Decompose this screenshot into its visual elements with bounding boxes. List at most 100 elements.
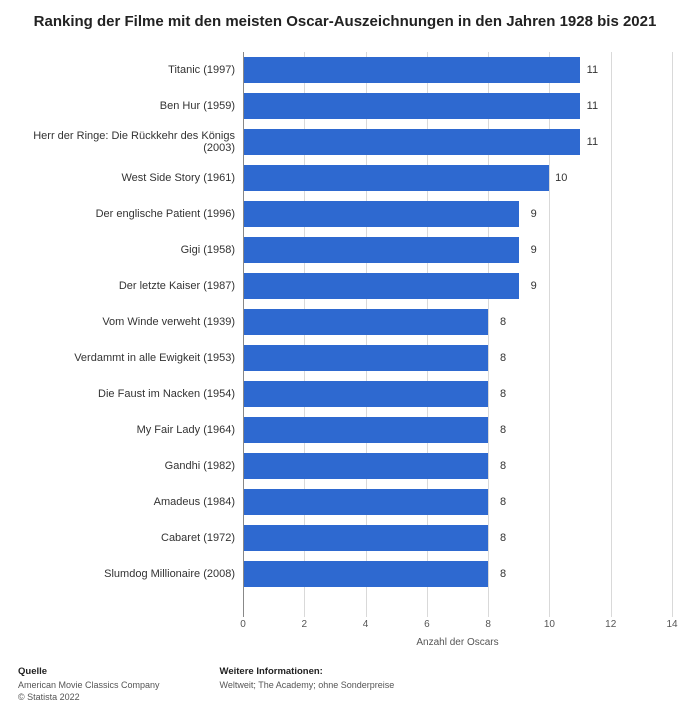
x-tick: 12	[605, 619, 616, 630]
category-label: Der englische Patient (1996)	[18, 208, 243, 221]
bar-value: 9	[531, 280, 537, 292]
x-tick: 14	[666, 619, 677, 630]
bar-value: 9	[531, 244, 537, 256]
footer-source-head: Quelle	[18, 666, 160, 677]
category-label: Slumdog Millionaire (2008)	[18, 568, 243, 581]
footer-source: Quelle American Movie Classics Company ©…	[18, 666, 160, 703]
bar-row: Amadeus (1984)8	[18, 484, 672, 520]
bar: 11	[243, 129, 580, 155]
bar-track: 8	[243, 556, 672, 592]
bar: 8	[243, 525, 488, 551]
bar-value: 8	[500, 568, 506, 580]
bar-row: My Fair Lady (1964)8	[18, 412, 672, 448]
bar-row: Slumdog Millionaire (2008)8	[18, 556, 672, 592]
x-tick: 8	[485, 619, 491, 630]
x-axis: 02468101214	[18, 619, 672, 635]
category-label: Der letzte Kaiser (1987)	[18, 280, 243, 293]
footer: Quelle American Movie Classics Company ©…	[18, 666, 672, 703]
category-label: Amadeus (1984)	[18, 496, 243, 509]
bar-value: 11	[587, 100, 598, 112]
bar-track: 8	[243, 448, 672, 484]
bar-track: 8	[243, 304, 672, 340]
x-tick: 2	[302, 619, 308, 630]
category-label: Gandhi (1982)	[18, 460, 243, 473]
category-label: Verdammt in alle Ewigkeit (1953)	[18, 352, 243, 365]
bar: 8	[243, 453, 488, 479]
bar: 9	[243, 237, 519, 263]
bar: 8	[243, 489, 488, 515]
bar-track: 8	[243, 376, 672, 412]
bar: 8	[243, 309, 488, 335]
bar-track: 10	[243, 160, 672, 196]
x-axis-label: Anzahl der Oscars	[243, 637, 672, 648]
bar-value: 8	[500, 388, 506, 400]
bar-row: Die Faust im Nacken (1954)8	[18, 376, 672, 412]
bar: 8	[243, 417, 488, 443]
category-label: Cabaret (1972)	[18, 532, 243, 545]
bar-track: 9	[243, 196, 672, 232]
bar-value: 8	[500, 532, 506, 544]
bar: 11	[243, 57, 580, 83]
chart-area: Titanic (1997)11Ben Hur (1959)11Herr der…	[18, 52, 672, 647]
bar-value: 8	[500, 496, 506, 508]
bar: 9	[243, 273, 519, 299]
bar-row: Gandhi (1982)8	[18, 448, 672, 484]
chart-title: Ranking der Filme mit den meisten Oscar-…	[18, 12, 672, 32]
bar-track: 11	[243, 88, 672, 124]
bar-track: 11	[243, 124, 672, 160]
bar-value: 8	[500, 352, 506, 364]
chart-container: Ranking der Filme mit den meisten Oscar-…	[0, 0, 690, 713]
bar: 8	[243, 561, 488, 587]
category-label: Ben Hur (1959)	[18, 100, 243, 113]
bar-value: 8	[500, 316, 506, 328]
y-axis-line	[243, 52, 244, 616]
footer-info-head: Weitere Informationen:	[220, 666, 395, 677]
x-tick: 10	[544, 619, 555, 630]
bar-row: Der letzte Kaiser (1987)9	[18, 268, 672, 304]
category-label: My Fair Lady (1964)	[18, 424, 243, 437]
bar-track: 11	[243, 52, 672, 88]
bar-track: 8	[243, 340, 672, 376]
bar-row: Vom Winde verweht (1939)8	[18, 304, 672, 340]
bar-row: Verdammt in alle Ewigkeit (1953)8	[18, 340, 672, 376]
bar-value: 11	[587, 136, 598, 148]
footer-source-line1: American Movie Classics Company	[18, 679, 160, 691]
bar-track: 8	[243, 412, 672, 448]
bar-value: 11	[587, 64, 598, 76]
category-label: West Side Story (1961)	[18, 172, 243, 185]
category-label: Herr der Ringe: Die Rückkehr des Königs …	[18, 130, 243, 155]
bar-row: Cabaret (1972)8	[18, 520, 672, 556]
bar: 8	[243, 345, 488, 371]
category-label: Titanic (1997)	[18, 64, 243, 77]
bar-row: West Side Story (1961)10	[18, 160, 672, 196]
category-label: Die Faust im Nacken (1954)	[18, 388, 243, 401]
footer-info: Weitere Informationen: Weltweit; The Aca…	[220, 666, 395, 703]
x-tick: 4	[363, 619, 369, 630]
bar-row: Der englische Patient (1996)9	[18, 196, 672, 232]
bar-value: 8	[500, 460, 506, 472]
bar-track: 9	[243, 232, 672, 268]
footer-source-line2: © Statista 2022	[18, 691, 160, 703]
bars-zone: Titanic (1997)11Ben Hur (1959)11Herr der…	[18, 52, 672, 616]
bar-value: 10	[555, 172, 567, 184]
bar-track: 8	[243, 484, 672, 520]
bar-value: 8	[500, 424, 506, 436]
category-label: Vom Winde verweht (1939)	[18, 316, 243, 329]
bar-row: Herr der Ringe: Die Rückkehr des Königs …	[18, 124, 672, 160]
grid-line	[672, 52, 673, 616]
bar-row: Ben Hur (1959)11	[18, 88, 672, 124]
bar-row: Gigi (1958)9	[18, 232, 672, 268]
bar-value: 9	[531, 208, 537, 220]
bar-track: 8	[243, 520, 672, 556]
bar: 9	[243, 201, 519, 227]
footer-info-line: Weltweit; The Academy; ohne Sonderpreise	[220, 679, 395, 691]
bar: 10	[243, 165, 549, 191]
x-tick: 6	[424, 619, 430, 630]
bar: 11	[243, 93, 580, 119]
x-ticks: 02468101214	[243, 619, 672, 635]
bar: 8	[243, 381, 488, 407]
category-label: Gigi (1958)	[18, 244, 243, 257]
bar-track: 9	[243, 268, 672, 304]
bar-row: Titanic (1997)11	[18, 52, 672, 88]
x-tick: 0	[240, 619, 246, 630]
